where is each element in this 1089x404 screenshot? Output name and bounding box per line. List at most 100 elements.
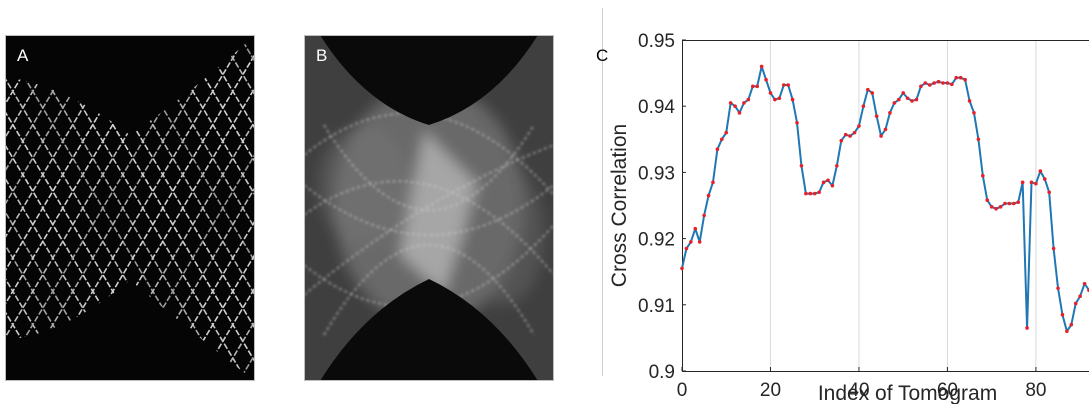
data-point bbox=[1082, 281, 1087, 286]
x-axis-label: Index of Tomogram bbox=[818, 382, 997, 404]
y-axis-label: Cross Correlation bbox=[608, 124, 631, 287]
projection-streak bbox=[304, 180, 554, 276]
data-point bbox=[755, 84, 760, 89]
y-tick-label: 0.9 bbox=[649, 362, 675, 383]
data-point bbox=[883, 127, 888, 132]
data-point bbox=[941, 81, 945, 85]
data-point bbox=[1034, 181, 1038, 186]
data-point bbox=[728, 101, 733, 105]
data-point bbox=[680, 266, 684, 271]
data-point bbox=[795, 120, 799, 125]
data-point bbox=[817, 190, 821, 195]
data-point bbox=[981, 173, 985, 178]
lattice-line bbox=[178, 35, 255, 381]
data-point bbox=[1073, 301, 1078, 306]
data-point bbox=[848, 134, 852, 138]
projection-streak bbox=[323, 244, 535, 336]
data-point bbox=[923, 81, 928, 85]
x-tick-label: 20 bbox=[760, 380, 781, 401]
data-point bbox=[821, 180, 826, 185]
data-point bbox=[693, 226, 698, 231]
data-point bbox=[1003, 201, 1007, 206]
lattice-line bbox=[178, 35, 255, 381]
lattice-line bbox=[5, 35, 88, 381]
lattice-line bbox=[18, 35, 228, 381]
data-point bbox=[905, 96, 910, 101]
data-point bbox=[715, 147, 720, 152]
data-point bbox=[804, 191, 808, 196]
data-point bbox=[927, 83, 932, 87]
projection-streak bbox=[304, 224, 554, 308]
data-point bbox=[892, 101, 897, 105]
lattice-line bbox=[198, 35, 255, 381]
data-point bbox=[901, 91, 905, 95]
data-point bbox=[967, 99, 972, 103]
data-point bbox=[1042, 177, 1047, 181]
lattice-line bbox=[5, 35, 88, 381]
data-point bbox=[1065, 329, 1069, 334]
data-point bbox=[1056, 286, 1060, 291]
data-point bbox=[958, 75, 963, 80]
data-point bbox=[746, 97, 751, 102]
data-point bbox=[764, 77, 768, 82]
data-point bbox=[697, 240, 702, 244]
data-point bbox=[786, 83, 790, 87]
chart-grid bbox=[769, 40, 1037, 371]
y-tick-label: 0.94 bbox=[638, 97, 675, 118]
tomogram-image-b bbox=[304, 35, 554, 381]
data-point bbox=[724, 130, 729, 135]
data-point bbox=[1020, 180, 1025, 185]
lattice-line bbox=[198, 35, 255, 381]
data-point bbox=[861, 104, 866, 108]
panel-label-a: A bbox=[17, 46, 29, 65]
data-point bbox=[879, 134, 883, 138]
data-point bbox=[1060, 312, 1065, 317]
data-point bbox=[1007, 201, 1012, 206]
data-point bbox=[874, 114, 879, 118]
data-point bbox=[759, 64, 764, 69]
data-point bbox=[919, 84, 923, 89]
data-point bbox=[950, 82, 954, 87]
data-point bbox=[932, 81, 936, 85]
data-point bbox=[888, 111, 892, 115]
chart-series bbox=[680, 64, 1089, 334]
data-point bbox=[914, 97, 919, 102]
lattice-line bbox=[5, 35, 48, 381]
panel-divider bbox=[602, 8, 603, 376]
projection-streak bbox=[304, 144, 554, 296]
data-point bbox=[720, 137, 724, 142]
data-point bbox=[830, 183, 835, 188]
data-point bbox=[742, 101, 746, 105]
series-line bbox=[681, 65, 1089, 333]
projection-streak bbox=[304, 184, 554, 236]
data-point bbox=[857, 124, 861, 128]
data-point bbox=[989, 205, 994, 209]
data-point bbox=[808, 191, 813, 196]
x-tick-label: 0 bbox=[677, 380, 688, 401]
plot-area bbox=[682, 40, 1089, 372]
y-tick-label: 0.91 bbox=[638, 296, 675, 317]
lattice-line bbox=[5, 35, 48, 381]
data-point bbox=[1051, 246, 1056, 251]
data-point bbox=[706, 193, 711, 198]
y-tick-label: 0.93 bbox=[638, 163, 675, 184]
data-point bbox=[1025, 326, 1029, 330]
lattice-line bbox=[158, 35, 255, 381]
data-point bbox=[737, 111, 742, 115]
y-tick-label: 0.92 bbox=[638, 230, 675, 251]
data-point bbox=[702, 213, 706, 218]
tomogram-image-a bbox=[5, 35, 255, 381]
data-point bbox=[954, 75, 959, 80]
data-point bbox=[781, 83, 786, 87]
data-point bbox=[1029, 180, 1034, 185]
data-point bbox=[839, 138, 844, 143]
image-panel-b: B bbox=[304, 35, 554, 381]
projection-streak bbox=[304, 112, 554, 196]
axis-ticks: 0 20 40 60 80 0.9 0.91 0.92 0.93 0.94 0.95 bbox=[638, 31, 1046, 401]
panel-label-c: C bbox=[596, 46, 609, 65]
x-tick-label: 40 bbox=[848, 380, 869, 401]
data-point bbox=[896, 97, 901, 102]
data-point bbox=[843, 132, 848, 137]
data-point bbox=[826, 178, 830, 183]
